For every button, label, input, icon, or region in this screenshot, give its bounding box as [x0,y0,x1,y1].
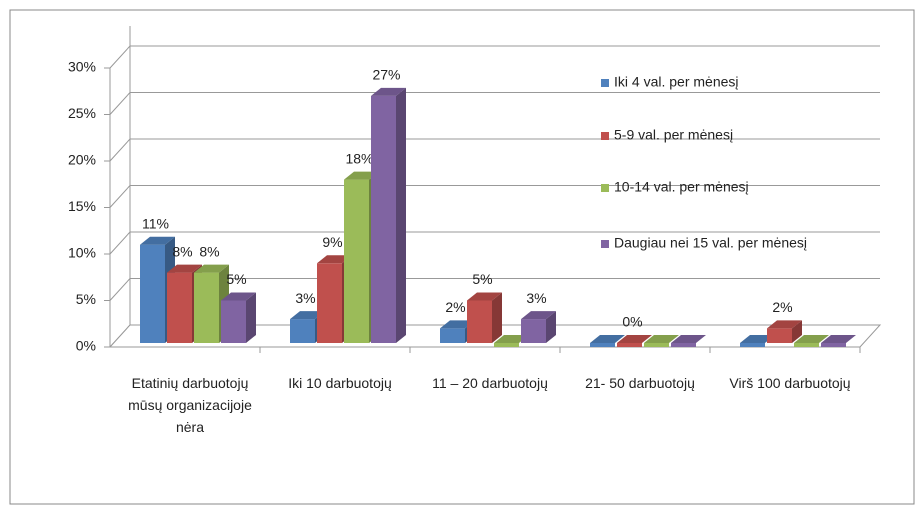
data-label: 27% [372,67,400,83]
bar-top [521,311,556,320]
bar-top [194,264,229,273]
data-label: 5% [472,271,492,287]
bar [167,272,192,343]
x-tick-label: Iki 10 darbuotojų [288,375,392,391]
bar-side [246,292,256,343]
data-label: 2% [445,299,465,315]
bar [767,328,792,343]
y-tick-label: 20% [68,152,96,168]
bar-top [371,87,406,96]
legend-label: Daugiau nei 15 val. per mėnesį [614,235,807,251]
x-tick-label: Etatinių darbuotojų mūsų organizacijoje … [128,375,252,435]
bar-top [821,335,856,343]
y-tick-label: 25% [68,105,96,121]
bar-top [671,335,706,343]
bar [371,95,396,344]
grid-line [109,278,880,301]
bar-side [792,320,802,343]
bar-top [590,335,625,343]
legend-swatch [601,240,609,248]
x-tick-label: Virš 100 darbuotojų [729,375,851,391]
legend-label: 10-14 val. per mėnesį [614,179,749,195]
bar [221,300,246,343]
data-label: 3% [295,290,315,306]
y-tick-label: 30% [68,59,96,75]
bar-top [494,335,529,343]
bar [290,319,315,343]
data-label: 8% [172,243,192,259]
bar [671,343,696,347]
bar-top [140,236,175,245]
legend-swatch [601,184,609,192]
legend-label: 5-9 val. per mėnesį [614,127,733,143]
bar-top [617,335,652,343]
data-label: 18% [345,150,373,166]
bar-top [740,335,775,343]
bar-top [317,255,352,264]
legend-swatch [601,79,609,87]
bar-top [467,292,502,301]
x-tick-label: 11 – 20 darbuotojų [432,375,548,391]
bar-top [290,311,325,320]
x-tick-label: 21- 50 darbuotojų [585,375,695,391]
bar-side [396,87,406,344]
data-label: 3% [526,290,546,306]
y-tick-label: 5% [76,291,96,307]
grid-line [109,92,880,115]
bar [317,263,342,343]
data-label: 9% [322,234,342,250]
grid-line [109,185,880,208]
y-tick-label: 15% [68,198,96,214]
bar [644,343,669,347]
data-label: 11% [142,215,169,231]
bar-top [644,335,679,343]
y-tick-label: 10% [68,245,96,261]
bar-top [167,264,202,273]
bar [440,328,465,343]
data-label: 2% [772,299,792,315]
grid-line [109,138,880,162]
bar-top [440,320,475,329]
bar [794,343,819,347]
bar [194,272,219,343]
bar-top [344,171,379,180]
y-tick-label: 0% [76,338,96,354]
data-label: 8% [199,243,219,259]
bar-top [794,335,829,343]
legend-swatch [601,132,609,140]
bar [467,300,492,343]
bar-top [221,292,256,301]
bar-side [492,292,502,343]
bar [140,244,165,343]
legend-label: Iki 4 val. per mėnesį [614,74,739,90]
grid-line [109,45,880,69]
bar-top [767,320,802,329]
bar [740,343,765,347]
data-label: 5% [226,271,246,287]
bar-side [546,311,556,343]
grid-line [109,231,880,255]
bar [590,343,615,347]
bar [617,343,642,347]
bar [821,343,846,347]
data-label: 0% [622,314,642,330]
bar [521,319,546,343]
bar [494,343,519,347]
bar [344,179,369,343]
